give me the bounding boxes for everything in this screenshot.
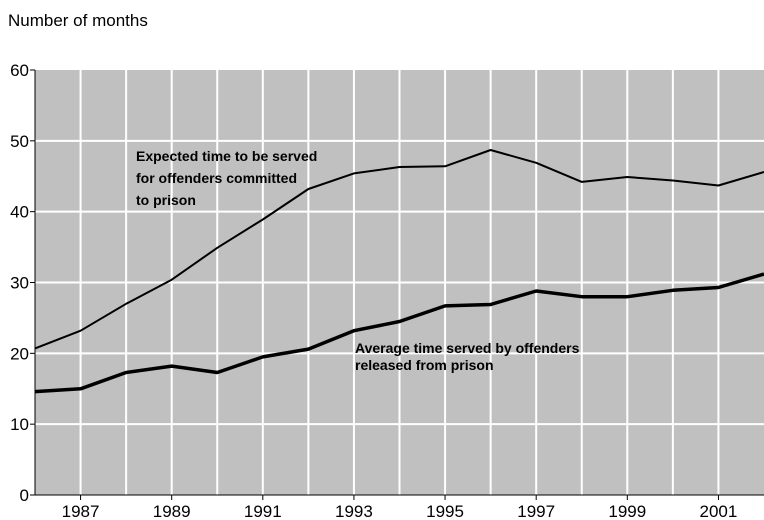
x-tick-label: 1999 (608, 502, 646, 520)
x-tick-label: 1991 (244, 502, 282, 520)
x-tick-label: 2001 (700, 502, 738, 520)
series-annotation: for offenders committed (136, 170, 297, 186)
series-annotation: released from prison (355, 357, 494, 373)
series-annotation: Average time served by offenders (355, 340, 580, 356)
x-tick-label: 1989 (153, 502, 191, 520)
y-tick-label: 0 (20, 486, 29, 505)
series-annotation: Expected time to be served (136, 148, 317, 164)
y-tick-label: 30 (10, 274, 29, 293)
x-tick-label: 1995 (426, 502, 464, 520)
x-tick-label: 1993 (335, 502, 373, 520)
y-tick-label: 10 (10, 415, 29, 434)
y-tick-label: 60 (10, 61, 29, 80)
y-tick-label: 20 (10, 344, 29, 363)
series-line-2 (34, 272, 764, 394)
series-annotation: to prison (136, 192, 196, 208)
y-tick-label: 50 (10, 132, 29, 151)
y-tick-label: 40 (10, 203, 29, 222)
x-tick-label: 1997 (517, 502, 555, 520)
y-axis-title: Number of months (8, 11, 148, 30)
series-line-1 (34, 149, 764, 350)
x-tick-label: 1987 (62, 502, 100, 520)
